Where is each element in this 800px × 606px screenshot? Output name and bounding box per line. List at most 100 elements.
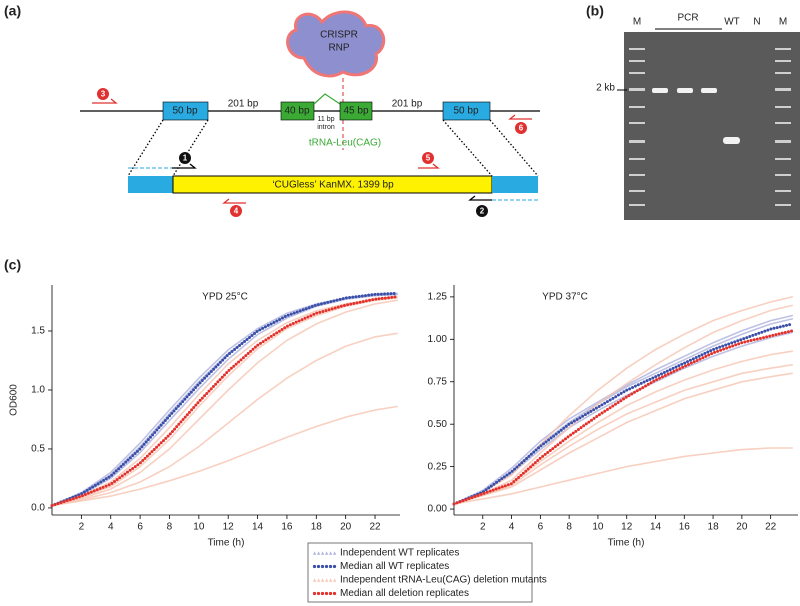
chart-title: YPD 37°C	[542, 292, 588, 303]
replicate-line	[51, 296, 398, 507]
sample-bands	[652, 88, 740, 144]
x-axis-label: Time (h)	[208, 538, 245, 549]
primer-number: 1	[183, 154, 188, 163]
primer-number: 3	[101, 90, 106, 99]
lane-label: M	[633, 17, 641, 28]
y-tick-label: 0.75	[428, 376, 448, 387]
legend	[307, 542, 533, 603]
exon	[280, 101, 315, 121]
homology-block	[492, 176, 538, 193]
replicate-line	[453, 304, 793, 505]
size-label: 2 kb	[596, 83, 615, 94]
x-tick-label: 12	[223, 522, 235, 533]
x-axis-label: Time (h)	[608, 538, 645, 549]
legend-marker	[320, 564, 325, 569]
x-tick-label: 20	[340, 522, 352, 533]
legend-marker	[332, 591, 337, 596]
primer-number: 4	[234, 207, 239, 216]
legend-label: Median all WT replicates	[340, 561, 449, 572]
replicate-line	[453, 331, 793, 505]
intron-label: 11 bp	[318, 116, 335, 123]
legend-marker	[316, 564, 321, 569]
legend-marker	[325, 551, 329, 555]
chart-title: YPD 25°C	[202, 292, 248, 303]
legend-marker	[316, 591, 321, 596]
legend-marker	[329, 578, 333, 582]
rnp-label: CRISPR	[320, 30, 358, 41]
ladder-bands	[629, 48, 791, 206]
x-tick-label: 16	[679, 522, 691, 533]
gene-label: tRNA-Leu(CAG)	[309, 138, 381, 149]
legend-marker	[324, 564, 329, 569]
x-tick-label: 8	[167, 522, 173, 533]
panel-label: (c)	[4, 257, 21, 273]
replicate-line	[453, 314, 793, 505]
legend-marker	[313, 578, 317, 582]
y-tick-label: 1.00	[428, 334, 448, 345]
replicate-line	[51, 292, 398, 507]
lane-label: PCR	[677, 13, 698, 24]
legend-marker	[313, 551, 317, 555]
homology-block	[128, 176, 173, 193]
y-tick-label: 0.50	[428, 419, 448, 430]
primer-badges	[97, 88, 527, 217]
primer-number: 5	[426, 154, 431, 163]
x-tick-label: 22	[369, 522, 381, 533]
x-tick-label: 2	[79, 522, 85, 533]
legend-marker	[333, 551, 337, 555]
x-tick-label: 6	[137, 522, 143, 533]
legend-label: Independent tRNA-Leu(CAG) deletion mutan…	[340, 575, 547, 586]
construct-diagram: CRISPR RNP 50 bp 201 bp 40 bp 45 bp 11 b…	[80, 10, 540, 217]
homology-block	[162, 101, 209, 121]
rnp-shape	[286, 10, 386, 78]
x-tick-label: 10	[592, 522, 604, 533]
cassette-label: ‘CUGless’ KanMX. 1399 bp	[272, 180, 394, 191]
x-tick-label: 8	[566, 522, 572, 533]
homology-guides	[127, 119, 539, 177]
legend-marker	[321, 578, 325, 582]
replicate-line	[51, 332, 398, 507]
legend-marker	[328, 591, 333, 596]
primer-number: 2	[480, 207, 485, 216]
lane-label: WT	[724, 17, 740, 28]
intron	[313, 93, 341, 105]
legend-marker	[317, 551, 321, 555]
legend-marker	[329, 551, 333, 555]
legend-marker	[333, 578, 337, 582]
x-tick-label: 18	[708, 522, 720, 533]
legend-marker	[320, 591, 325, 596]
x-tick-label: 10	[193, 522, 205, 533]
gel-image	[624, 32, 800, 220]
block-label: 45 bp	[343, 106, 368, 117]
median-line	[452, 322, 794, 506]
x-tick-label: 20	[736, 522, 748, 533]
x-tick-label: 18	[311, 522, 323, 533]
replicate-line	[51, 293, 398, 507]
median-line	[50, 291, 399, 508]
x-tick-label: 22	[765, 522, 777, 533]
legend-marker	[324, 591, 329, 596]
legend-marker	[325, 578, 329, 582]
lane-label: N	[753, 17, 760, 28]
block-label: 50 bp	[453, 106, 478, 117]
legend-label: Independent WT replicates	[340, 548, 459, 559]
panel-label: (b)	[586, 3, 604, 19]
homology-block	[442, 101, 491, 121]
primer-arrows	[92, 98, 532, 204]
x-tick-label: 4	[108, 522, 114, 533]
intron-label: intron	[317, 124, 335, 131]
primer-number: 6	[519, 124, 524, 133]
x-tick-label: 16	[281, 522, 293, 533]
y-tick-label: 0.0	[31, 503, 45, 514]
x-tick-label: 12	[621, 522, 633, 533]
x-tick-label: 14	[650, 522, 662, 533]
panel-label: (a)	[4, 3, 21, 19]
lane-label: M	[779, 17, 787, 28]
legend-marker	[328, 564, 333, 569]
x-tick-label: 14	[252, 522, 264, 533]
replicate-line	[453, 447, 793, 505]
y-tick-label: 0.5	[31, 444, 45, 455]
y-tick-label: 1.0	[31, 385, 45, 396]
